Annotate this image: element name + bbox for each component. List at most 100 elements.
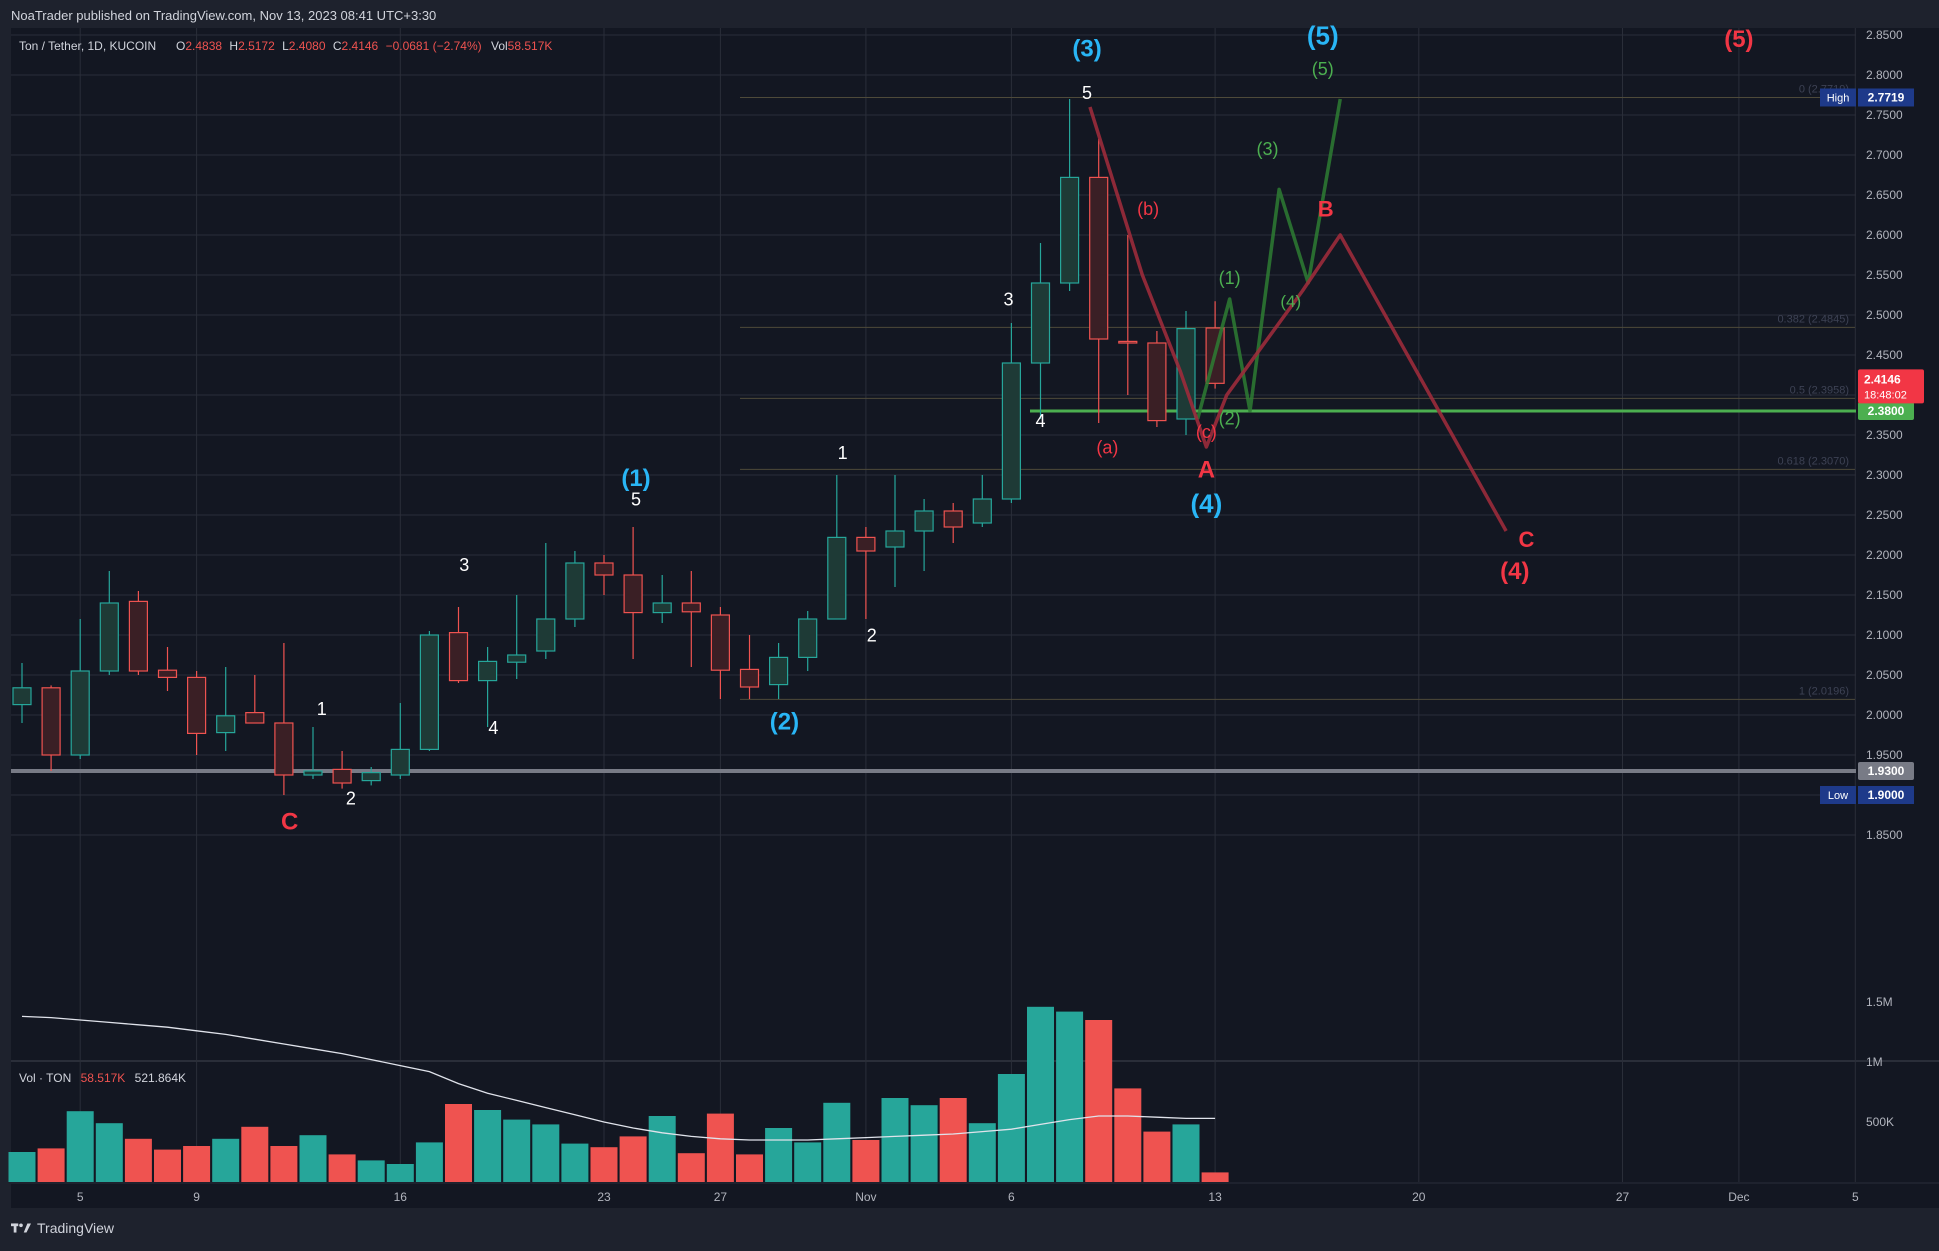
high-tag-bg: [1820, 88, 1856, 107]
volume-bar: [357, 1160, 385, 1182]
volume-legend-ma: 521.864K: [135, 1071, 186, 1085]
y-tick-label: 2.1500: [1866, 588, 1903, 602]
publisher-line: NoaTrader published on TradingView.com, …: [11, 8, 437, 23]
legend-low: 2.4080: [289, 39, 326, 53]
wave-label: (3): [1256, 139, 1278, 159]
y-tick-label: 2.6500: [1866, 188, 1903, 202]
volume-bar: [1201, 1172, 1229, 1182]
countdown-tag: 18:48:02: [1864, 389, 1907, 401]
volume-bar: [241, 1126, 269, 1182]
y-tick-label: 2.3500: [1866, 428, 1903, 442]
legend-close: 2.4146: [342, 39, 379, 53]
wave-label: (b): [1137, 199, 1159, 219]
volume-tick-label: 500K: [1866, 1115, 1894, 1129]
candle-body: [390, 748, 410, 776]
volume-bar: [1027, 1006, 1054, 1182]
volume-bar: [939, 1098, 967, 1182]
volume-bar: [852, 1140, 880, 1182]
volume-bar: [561, 1143, 589, 1182]
candle-body: [536, 618, 556, 652]
h-line-price-label: 1.9300: [1868, 764, 1905, 778]
volume-legend: Vol · TON 58.517K 521.864K: [19, 1071, 186, 1085]
candle-body: [478, 660, 498, 682]
low-tag-label: Low: [1828, 790, 1848, 802]
x-tick-label: 5: [77, 1190, 84, 1204]
price-axis[interactable]: 2.8500 2.8000 2.7500 2.7000 2.6500 2.6000 2.55…: [1820, 28, 1924, 1129]
brand-name: TradingView: [37, 1220, 115, 1236]
x-tick-label: Dec: [1728, 1190, 1749, 1204]
volume-bar: [8, 1152, 36, 1182]
volume-bar: [154, 1149, 181, 1182]
time-axis[interactable]: 5 9 16 23 27 Nov 6 13 20 27 Dec 5: [77, 1190, 1859, 1204]
high-tag-label: High: [1827, 92, 1850, 104]
volume-bar: [299, 1135, 327, 1182]
x-tick-label: 13: [1208, 1190, 1222, 1204]
x-tick-label: 9: [193, 1190, 200, 1204]
wave-label: (3): [1072, 36, 1101, 63]
volume-bar: [1085, 1020, 1113, 1182]
volume-bar: [677, 1153, 705, 1182]
wave-label: (4): [1280, 292, 1301, 311]
y-tick-label: 2.2000: [1866, 548, 1903, 562]
volume-tick-label: 1.5M: [1866, 995, 1893, 1009]
last-price-tag-bg: [1858, 369, 1924, 404]
wave-label: 2: [346, 789, 356, 809]
volume-bar: [532, 1124, 560, 1182]
wave-label: (5): [1312, 59, 1334, 79]
candle-body: [216, 715, 236, 734]
candle-body: [448, 631, 469, 682]
candle-body: [157, 669, 178, 679]
volume-bar: [823, 1102, 851, 1182]
volume-bar: [648, 1116, 676, 1182]
last-price-tag: 2.4146: [1864, 372, 1901, 386]
wave-label: (5): [1724, 26, 1753, 53]
x-tick-label: 27: [1616, 1190, 1630, 1204]
candle-body: [12, 687, 32, 706]
tradingview-brand[interactable]: TradingView: [11, 1220, 114, 1236]
candle-body: [361, 771, 381, 782]
x-tick-label: Nov: [855, 1190, 876, 1204]
volume-bar: [386, 1164, 414, 1182]
volume-bar: [794, 1142, 822, 1182]
volume-bar: [765, 1128, 793, 1182]
volume-tick-label: 1M: [1866, 1055, 1883, 1069]
wave-label: (4): [1500, 558, 1529, 585]
volume-bar: [968, 1123, 996, 1182]
candle-body: [623, 574, 643, 614]
candle-body: [274, 722, 294, 776]
y-tick-label: 2.4500: [1866, 348, 1903, 362]
wave-annotations: (3)5(5)(5)(5)(3)B(b)(1)(4)34(c)(2)(a)A(4…: [281, 21, 1754, 836]
wave-label: 5: [1082, 83, 1092, 103]
wave-label: 5: [631, 489, 641, 509]
candle-body: [827, 536, 847, 620]
wave-label: (c): [1196, 422, 1217, 442]
wave-label: 1: [317, 699, 327, 719]
candle-body: [303, 770, 323, 776]
volume-bar: [37, 1148, 65, 1182]
y-tick-label: 2.2500: [1866, 508, 1903, 522]
tradingview-logo-icon: [11, 1223, 31, 1233]
wave-label: (1): [1219, 268, 1241, 288]
wave-label: 2: [867, 625, 877, 645]
low-tag-bg: [1820, 786, 1856, 804]
candle-body: [739, 668, 760, 688]
volume-bar: [212, 1138, 240, 1182]
volume-legend-value: 58.517K: [81, 1071, 126, 1085]
h-line-price-tag: [1858, 402, 1914, 420]
x-tick-label: 6: [1008, 1190, 1015, 1204]
wave-label: 4: [1035, 411, 1045, 431]
volume-ma-line: [21, 1015, 1216, 1141]
candle-body: [768, 656, 789, 686]
legend-ohlc: O2.4838 H2.5172 L2.4080 C2.4146 −0.0681 …: [176, 39, 552, 53]
y-tick-label: 2.8500: [1866, 28, 1903, 42]
volume-pane: [8, 1006, 1229, 1182]
low-price-tag: 1.9000: [1868, 788, 1905, 802]
candle-body: [856, 536, 876, 552]
volume-bar: [1056, 1011, 1084, 1182]
wave-label: (2): [770, 708, 799, 735]
y-tick-label: 2.1000: [1866, 628, 1903, 642]
volume-bar: [1143, 1131, 1171, 1182]
wave-label: (5): [1307, 21, 1339, 51]
candle-body: [681, 602, 701, 613]
